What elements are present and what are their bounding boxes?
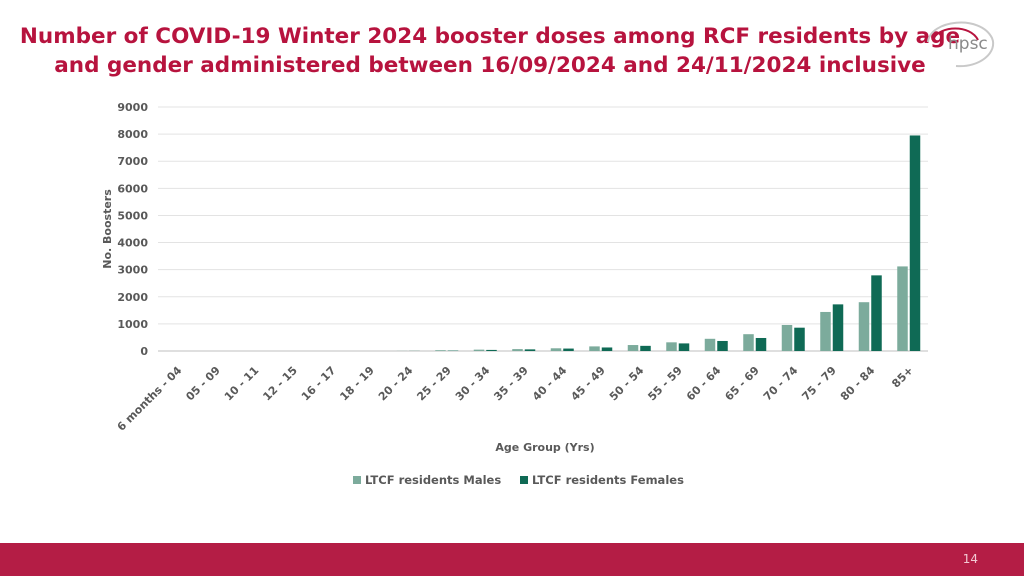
bar-females xyxy=(524,349,536,351)
bar-males xyxy=(897,266,908,351)
x-tick-label: 75 - 79 xyxy=(799,364,838,403)
y-tick-label: 2000 xyxy=(117,291,148,304)
x-tick-label: 60 - 64 xyxy=(684,364,724,404)
bar-males xyxy=(473,349,485,351)
bar-males xyxy=(627,345,639,351)
bar-females xyxy=(563,348,574,351)
x-tick-label: 30 - 34 xyxy=(453,364,493,404)
legend-swatch xyxy=(353,476,361,484)
title-line-1: Number of COVID-19 Winter 2024 booster d… xyxy=(19,24,961,49)
x-tick-label: 80 - 84 xyxy=(838,364,878,404)
y-tick-label: 6000 xyxy=(117,182,148,195)
legend-swatch xyxy=(520,476,528,484)
bar-males xyxy=(781,324,793,351)
x-tick-label: 12 - 15 xyxy=(260,364,299,403)
x-tick-label: 65 - 69 xyxy=(722,364,761,403)
x-tick-label: 25 - 29 xyxy=(414,364,453,403)
bar-males xyxy=(550,348,562,351)
bar-males xyxy=(704,338,716,351)
bar-females xyxy=(909,135,921,351)
y-tick-label: 4000 xyxy=(117,237,148,250)
title-line-2: and gender administered between 16/09/20… xyxy=(54,53,926,78)
bar-females xyxy=(794,327,805,351)
hpsc-logo: hpsc xyxy=(920,12,1000,72)
x-tick-label: 70 - 74 xyxy=(761,364,801,404)
page-number: 14 xyxy=(962,552,978,566)
x-axis-title: Age Group (Yrs) xyxy=(495,441,594,454)
x-tick-label: 05 - 09 xyxy=(183,364,222,403)
y-tick-label: 5000 xyxy=(117,209,148,222)
x-tick-label: 50 - 54 xyxy=(607,364,647,404)
x-tick-label: 20 - 24 xyxy=(376,364,416,404)
bar-males xyxy=(858,302,870,351)
x-tick-label: 55 - 59 xyxy=(645,364,684,403)
y-tick-label: 9000 xyxy=(117,101,148,114)
chart-title: Number of COVID-19 Winter 2024 booster d… xyxy=(0,22,980,80)
bar-chart: 0 1000 2000 3000 4000 5000 6000 7000 8000 9000 No.… xyxy=(101,101,928,487)
x-tick-label: 6 months - 04 xyxy=(115,364,185,434)
footer-bar: 14 xyxy=(0,543,1024,576)
y-tick-label: 7000 xyxy=(117,155,148,168)
bar-males xyxy=(589,346,600,351)
x-tick-label: 35 - 39 xyxy=(491,364,530,403)
x-tick-label: 40 - 44 xyxy=(530,364,570,404)
y-axis-title: No. Boosters xyxy=(101,189,114,269)
logo-swoosh-icon xyxy=(927,21,995,68)
bar-males xyxy=(512,349,523,351)
bar-females xyxy=(717,340,728,351)
x-tick-label: 16 - 17 xyxy=(299,364,338,403)
bar-males xyxy=(820,311,831,351)
legend-label: LTCF residents Males xyxy=(365,473,501,487)
legend-label: LTCF residents Females xyxy=(532,473,684,487)
y-tick-label: 1000 xyxy=(117,318,148,331)
x-tick-label: 18 - 19 xyxy=(337,364,376,403)
logo-text: hpsc xyxy=(948,34,988,54)
bar-males xyxy=(435,350,446,351)
bar-females xyxy=(871,275,882,351)
bar-females xyxy=(640,345,651,351)
bar-females xyxy=(486,349,497,351)
y-tick-label: 0 xyxy=(140,345,148,358)
y-tick-label: 8000 xyxy=(117,128,148,141)
x-tick-label: 10 - 11 xyxy=(222,364,261,403)
bar-females xyxy=(832,304,844,351)
bar-females xyxy=(601,347,613,351)
bar-males xyxy=(743,334,754,351)
bar-females xyxy=(755,337,767,351)
bar-females xyxy=(678,343,690,351)
x-tick-label: 45 - 49 xyxy=(568,364,607,403)
bar-males xyxy=(666,342,677,351)
x-tick-label: 85+ xyxy=(889,364,916,391)
y-tick-label: 3000 xyxy=(117,264,148,277)
